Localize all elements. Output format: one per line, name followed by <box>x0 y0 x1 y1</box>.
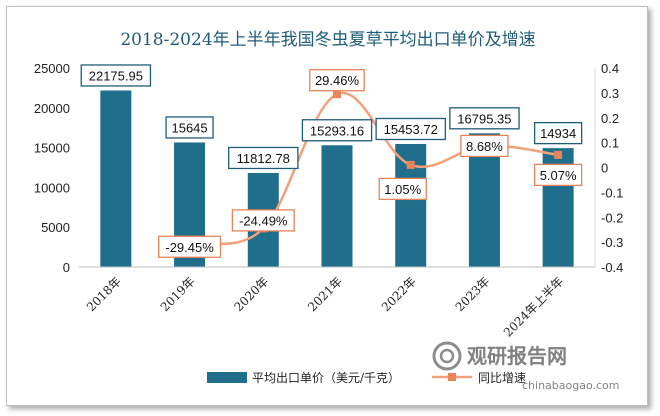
right-axis-tick-label: 0.4 <box>601 61 619 76</box>
right-axis-tick-label: 0.1 <box>601 136 619 151</box>
bar-value-label: 15453.72 <box>384 122 438 137</box>
right-axis-tick-label: 0 <box>601 161 608 176</box>
growth-value-label: -29.45% <box>165 240 214 255</box>
left-axis-tick-label: 10000 <box>34 180 70 195</box>
bar <box>321 145 353 267</box>
growth-value-label-box <box>309 69 365 92</box>
chart-title: 2018-2024年上半年我国冬虫夏草平均出口单价及增速 <box>120 30 535 50</box>
growth-value-label-box <box>533 163 583 187</box>
category-label: 2024年上半年 <box>501 274 566 339</box>
bar-value-label: 22175.95 <box>89 68 143 83</box>
bar-value-label: 16795.35 <box>457 111 511 126</box>
watermark-name: 观研报告网 <box>467 344 567 368</box>
bar-value-label-box <box>228 146 299 170</box>
category-label: 2022年 <box>379 274 419 314</box>
growth-value-label: 29.46% <box>315 73 360 88</box>
growth-value-label: 1.05% <box>384 182 421 197</box>
left-axis: 0 5000 10000 15000 20000 25000 <box>34 61 70 275</box>
bar <box>100 90 132 268</box>
right-axis-tick-label: -0.3 <box>601 235 623 250</box>
line-point <box>554 150 563 159</box>
growth-value-label-box <box>378 177 427 201</box>
right-axis-tick-label: -0.4 <box>601 260 623 275</box>
legend-label-line: 同比增速 <box>478 371 526 385</box>
right-axis-tick-label: 0.2 <box>601 111 619 126</box>
line-point <box>406 160 415 169</box>
legend-label-bar: 平均出口单价（美元/千克） <box>252 371 400 385</box>
watermark-url: chinabaogao.com <box>522 379 620 392</box>
bar-value-label-box <box>449 107 520 130</box>
category-label: 2021年 <box>305 274 345 314</box>
watermark-logo-icon <box>432 341 462 371</box>
right-axis: -0.4 -0.3 -0.2 -0.1 0 0.1 0.2 0.3 0.4 <box>594 61 623 275</box>
category-label: 2020年 <box>231 274 271 314</box>
bar-value-label: 14934 <box>540 126 576 141</box>
left-axis-tick-label: 0 <box>63 260 70 275</box>
left-axis-tick-label: 25000 <box>34 61 70 76</box>
growth-value-label: 8.68% <box>466 139 503 154</box>
growth-value-label: 5.07% <box>540 168 577 183</box>
bar-value-label-box <box>80 64 152 87</box>
left-axis-tick-label: 15000 <box>34 141 70 156</box>
bar-value-label: 15645 <box>171 120 207 135</box>
left-axis-tick-label: 20000 <box>34 101 70 116</box>
left-axis-tick-label: 5000 <box>41 220 70 235</box>
bar-value-label-box <box>375 117 446 141</box>
bar-value-label: 11812.78 <box>237 151 290 166</box>
right-axis-tick-label: -0.1 <box>601 185 623 200</box>
right-axis-tick-label: 0.3 <box>601 86 619 101</box>
watermark: 观研报告网 chinabaogao.com <box>432 341 620 392</box>
watermark-logo-inner-icon <box>439 348 455 364</box>
right-axis-tick-label: -0.2 <box>601 210 623 225</box>
bar-value-label-box <box>165 116 214 139</box>
legend: 平均出口单价（美元/千克） 同比增速 <box>207 371 526 385</box>
bar-value-label-box <box>301 119 373 142</box>
line-point <box>333 90 341 99</box>
growth-value-label-box <box>231 209 295 232</box>
category-label: 2019年 <box>158 274 198 314</box>
data-labels: 22175.95 15645 11812.78 15293.16 15453.72 167… <box>80 64 583 258</box>
category-label: 2023年 <box>453 274 493 314</box>
growth-value-label: -24.49% <box>239 213 288 228</box>
category-label: 2018年 <box>84 274 124 314</box>
legend-swatch-bar <box>207 372 247 383</box>
bar-value-label: 15293.16 <box>310 123 364 138</box>
category-axis: 2018年 2019年 2020年 2021年 2022年 2023年 2024年上半年 <box>84 274 566 339</box>
legend-marker-line <box>448 373 456 381</box>
growth-value-label-box <box>158 235 222 258</box>
bar-value-label-box <box>533 121 583 145</box>
growth-value-label-box <box>460 134 509 158</box>
